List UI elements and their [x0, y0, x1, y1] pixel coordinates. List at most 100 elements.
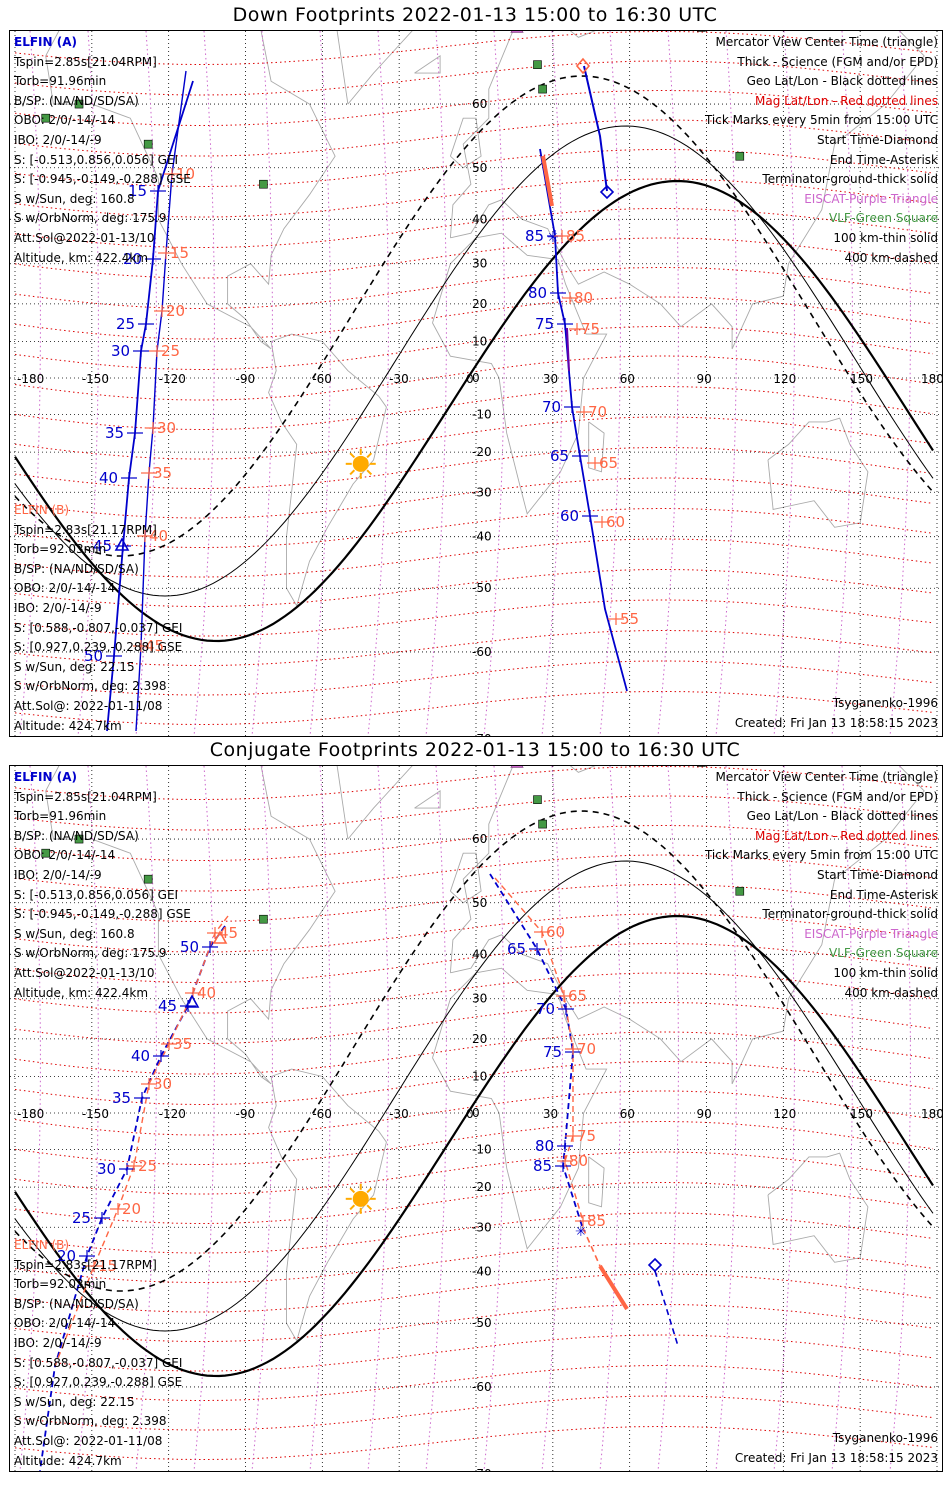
info-line: IBO: 2/0/-14/-9: [14, 132, 102, 147]
elfin-a-tick-label: 30: [97, 1160, 116, 1178]
info-line: B/SP: (NA/ND/SD/SA): [14, 1296, 139, 1311]
mag-parallel: [14, 296, 934, 340]
lat-tick-label: 20: [472, 1032, 487, 1046]
info-line: Tspin=2.85s[21.04RPM]: [14, 54, 157, 69]
mag-parallel: [14, 1212, 934, 1254]
created-timestamp: Created: Fri Jan 13 18:58:15 2023: [734, 1451, 938, 1465]
coastline: [449, 117, 482, 169]
legend-item: End Time-Asterisk: [829, 887, 938, 902]
elfin-a-tick-label: 70: [542, 398, 561, 416]
lat-tick-label: 0: [472, 371, 480, 385]
info-block-b: ELFIN (B) Tspin=2.83s[21.17RPM] Torb=92.03…: [14, 501, 182, 736]
elfin-b-tick-label: 85: [587, 1212, 606, 1230]
info-line: Att.Sol@2022-01-13/10: [14, 230, 155, 245]
lat-tick-label: -70: [472, 1467, 492, 1471]
lat-tick-label: -30: [472, 1220, 492, 1234]
elfin-b-tick-label: 80: [574, 289, 593, 307]
lon-tick-label: 60: [620, 1107, 635, 1121]
vlf-square-icon: [41, 113, 51, 123]
info-line: S w/OrbNorm, deg: 2.398: [14, 679, 167, 694]
elfin-b-tick-label: 55: [620, 610, 639, 628]
vlf-square-icon: [74, 99, 84, 109]
coastlines: [45, 31, 925, 607]
elfin-a-tick-label: 50: [180, 938, 199, 956]
vlf-square-icon: [735, 151, 745, 161]
elfin-b-tick-label: 25: [161, 342, 180, 360]
mag-parallel: [14, 691, 934, 725]
lon-tick-label: -30: [389, 1107, 409, 1121]
end-time-asterisk-icon: ✳: [547, 230, 559, 246]
end-time-asterisk-icon: ✳: [575, 1224, 587, 1240]
elfin-a-tick-label: 40: [131, 1047, 150, 1065]
mag-parallel: [14, 1121, 934, 1165]
sun-ray: [366, 469, 373, 476]
mag-meridian: [541, 31, 563, 736]
sun-disc: [352, 1190, 369, 1207]
elfin-b-east-tail: [582, 1227, 601, 1267]
sun-ray: [349, 452, 356, 459]
mag-grid: [14, 31, 934, 736]
elfin-a-tick-label: 40: [99, 469, 118, 487]
elfin-a-tick-label: 35: [112, 1089, 131, 1107]
mag-parallel: [14, 538, 934, 578]
vlf-square-icon: [533, 795, 542, 804]
mag-meridian: [657, 31, 679, 736]
info-line: Altitude, km: 422.4km: [14, 250, 149, 265]
lat-tick-label: -10: [472, 1142, 492, 1156]
lon-tick-label: 180: [921, 372, 942, 386]
elfin-b-tick-label: 45: [145, 637, 164, 655]
elfin-b-west-track: [54, 915, 229, 1367]
eiscat-triangle-icon: [510, 31, 524, 33]
lat-tick-label: -40: [472, 1265, 492, 1279]
coastline: [432, 232, 608, 515]
mag-meridian: [251, 31, 273, 736]
lat-tick-label: -10: [472, 407, 492, 421]
elfin-b-tick-label: 20: [166, 302, 185, 320]
elfin-b-tick-label: 45: [219, 924, 238, 942]
lat-tick-label: 50: [472, 896, 487, 910]
legend-item: 100 km-thin solid: [833, 230, 938, 245]
legend-item: Thick - Science (FGM and/or EPD): [737, 789, 938, 804]
terminator-ground-line: [14, 179, 934, 643]
satellite-name: ELFIN (A): [14, 770, 77, 784]
lon-tick-label: 150: [850, 372, 873, 386]
legend-item: Start Time-Diamond: [816, 867, 938, 882]
map-panel-conjugate: -180-150-120-90-60-300306090120150180706…: [9, 765, 943, 1472]
info-line: S w/OrbNorm, deg: 175.9: [14, 946, 167, 961]
legend-item: 100 km-thin solid: [833, 965, 938, 980]
mag-parallel: [14, 1182, 934, 1224]
lat-tick-label: -20: [472, 1180, 492, 1194]
elfin-a-tick-label: 20: [123, 250, 142, 268]
lat-tick-label: 10: [472, 1070, 487, 1084]
lon-tick-label: -150: [82, 372, 109, 386]
elfin-a-tick-label: 30: [111, 342, 130, 360]
mag-meridian: [309, 31, 331, 736]
info-line: S w/Sun, deg: 22.15: [14, 1394, 135, 1409]
lat-tick-label: 10: [472, 335, 487, 349]
sun-disc: [352, 455, 369, 472]
sun-ray: [349, 1204, 356, 1211]
coastline: [588, 421, 605, 473]
mag-meridian: [889, 766, 911, 1471]
lon-tick-label: 180: [921, 1107, 942, 1121]
info-line: Tspin=2.85s[21.04RPM]: [14, 789, 157, 804]
coastline: [45, 31, 336, 350]
lat-tick-label: -60: [472, 1380, 492, 1394]
info-line: S: [0.927,0.239,-0.288] GSE: [14, 640, 183, 655]
lon-tick-label: 30: [543, 372, 558, 386]
legend-item: 400 km-dashed: [844, 985, 938, 1000]
mag-meridian: [773, 766, 795, 1471]
mag-parallel: [14, 1395, 934, 1431]
terminators: [14, 810, 934, 1378]
coastline: [449, 852, 482, 904]
coastlines: [45, 766, 925, 1342]
lat-tick-label: 30: [472, 257, 487, 271]
mag-parallel: [14, 854, 934, 892]
elfin-a-tick-label: 20: [57, 1247, 76, 1265]
info-line: Att.Sol@: 2022-01-11/08: [14, 1433, 163, 1448]
info-line: OBO: 2/0/-14/-14: [14, 113, 116, 128]
legend-item: Terminator-ground-thick solid: [762, 172, 938, 187]
lat-tick-label: 50: [472, 161, 487, 175]
elfin-b-tick-label: 60: [606, 513, 625, 531]
mag-parallel: [14, 1304, 934, 1342]
